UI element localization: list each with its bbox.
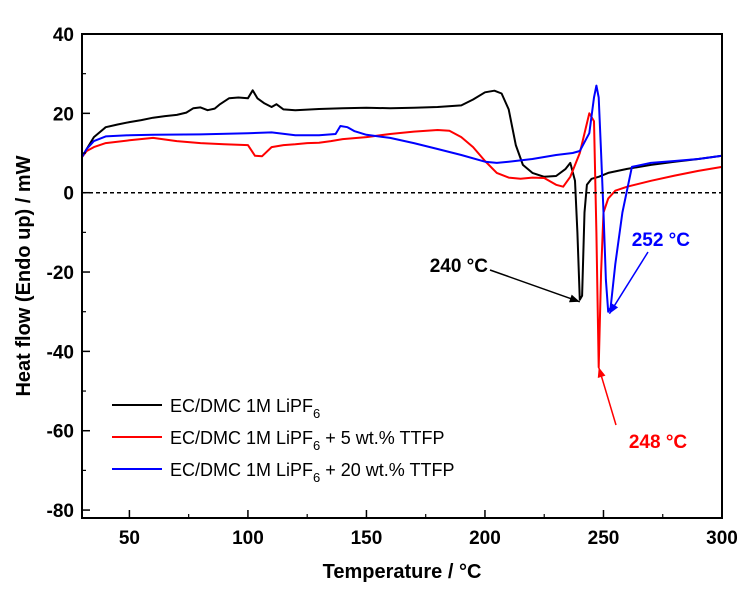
legend: EC/DMC 1M LiPF6 EC/DMC 1M LiPF6 + 5 wt.% …	[112, 396, 454, 485]
annotation-arrow	[598, 367, 617, 426]
annotation-label: 252 °C	[632, 230, 691, 251]
y-tick-label: 20	[53, 104, 74, 125]
annotation-label: 248 °C	[629, 432, 688, 453]
annotation-arrow	[489, 269, 581, 303]
legend-entry: EC/DMC 1M LiPF6 + 5 wt.% TTFP	[170, 428, 444, 453]
series-line-2	[81, 112, 723, 369]
x-axis-title: Temperature / °C	[323, 561, 482, 583]
annotation-arrowhead	[569, 294, 580, 303]
x-tick-label: 100	[232, 528, 264, 549]
y-tick-label: 0	[63, 184, 74, 205]
x-tick-label: 300	[706, 528, 738, 549]
y-tick-label: -80	[47, 501, 74, 522]
y-tick-label: -40	[47, 342, 74, 363]
x-tick-label: 150	[351, 528, 383, 549]
plot-frame	[81, 33, 723, 519]
legend-entry: EC/DMC 1M LiPF6 + 20 wt.% TTFP	[170, 460, 454, 485]
legend-entry: EC/DMC 1M LiPF6	[170, 396, 320, 421]
x-tick-label: 50	[119, 528, 140, 549]
annotation-label: 240 °C	[430, 256, 489, 277]
annotation-layer: 240 °C 248 °C 252 °C	[430, 230, 691, 453]
annotation-arrowhead	[597, 367, 606, 378]
x-tick-label: 200	[469, 528, 501, 549]
y-tick-label: -60	[47, 422, 74, 443]
annotation-arrow	[608, 251, 649, 315]
y-tick-label: 40	[53, 25, 74, 46]
y-tick-label: -20	[47, 263, 74, 284]
x-tick-label: 250	[588, 528, 620, 549]
y-axis-title: Heat flow (Endo up) / mW	[13, 155, 35, 396]
series-line-1	[81, 89, 723, 301]
annotation-arrowhead	[609, 303, 619, 314]
